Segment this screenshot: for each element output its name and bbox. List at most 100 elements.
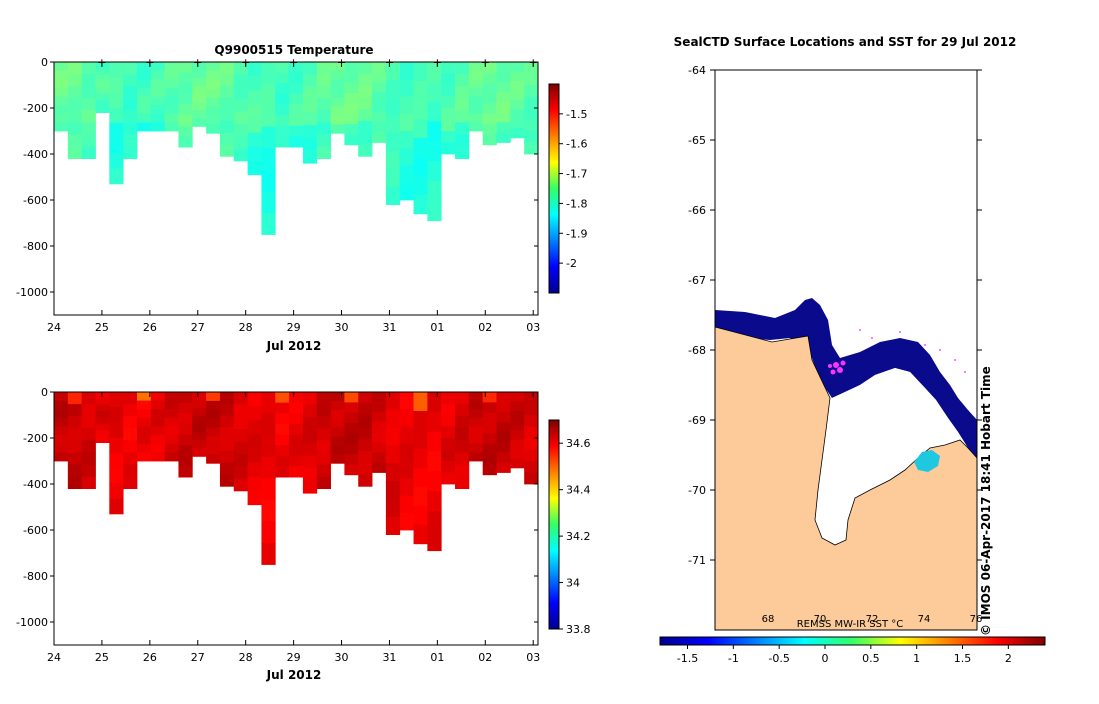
heat-cell — [247, 62, 262, 77]
heat-cell — [206, 62, 221, 72]
heat-cell — [219, 450, 235, 464]
sst-cold-band — [715, 298, 977, 458]
heat-cell — [399, 182, 414, 201]
heat-cell — [385, 463, 401, 482]
heat-cell — [81, 146, 96, 160]
heat-cell — [482, 72, 497, 84]
heat-cell — [496, 402, 511, 413]
heat-cell — [261, 392, 276, 414]
heat-cell — [427, 491, 442, 512]
heat-cell — [67, 134, 83, 147]
heat-cell — [330, 88, 345, 99]
heat-cell — [344, 62, 359, 73]
heat-cell — [67, 110, 83, 123]
heat-cell — [81, 110, 96, 123]
colorbar-tick-label: -1.5 — [566, 108, 587, 121]
heat-cell — [206, 88, 221, 99]
heat-cell — [81, 416, 96, 429]
map-y-tick-label: -70 — [688, 484, 706, 497]
heat-cell — [81, 74, 96, 87]
x-tick-label: 26 — [143, 321, 157, 334]
temperature-xlabel: Jul 2012 — [266, 339, 322, 353]
heat-cell — [150, 400, 166, 410]
heat-cell — [510, 80, 525, 91]
x-tick-label: 24 — [47, 651, 61, 664]
heat-cell — [344, 454, 359, 465]
heat-cell — [123, 74, 138, 87]
heat-cell — [95, 106, 110, 113]
heat-cell — [316, 452, 331, 465]
heat-cell — [164, 62, 179, 72]
heat-cell — [150, 79, 166, 89]
heat-cell — [385, 186, 401, 205]
x-tick-label: 01 — [430, 321, 444, 334]
heat-cell — [316, 146, 331, 160]
heat-cell — [372, 432, 387, 443]
heat-cell — [482, 82, 497, 94]
heat-cell — [316, 476, 331, 489]
heat-cell — [261, 62, 276, 84]
heat-cell — [178, 423, 193, 435]
heat-cell — [123, 476, 138, 489]
heat-cell — [233, 466, 248, 479]
heat-cell — [247, 160, 262, 176]
map-y-ticks: -64 -65 -66 -67 -68 -69 -70 -71 — [688, 64, 982, 567]
heat-cell — [178, 72, 193, 84]
heat-cell — [510, 392, 525, 402]
seal-surface-locations — [828, 360, 846, 375]
scattered-dots — [859, 329, 966, 373]
heat-cell — [330, 400, 345, 411]
heat-cell — [123, 134, 138, 147]
map-lon-label: 68 — [762, 614, 775, 625]
heat-cell — [468, 452, 484, 462]
heat-cell — [289, 62, 304, 74]
heat-cell — [316, 122, 331, 135]
heat-cell — [233, 429, 248, 442]
heat-cell — [219, 462, 235, 475]
sst-cyan-patch — [914, 450, 940, 472]
heat-cell — [261, 191, 276, 214]
heat-cell — [150, 113, 166, 123]
heat-cell — [261, 478, 276, 501]
heat-cell — [81, 122, 96, 135]
heat-cell — [206, 79, 221, 90]
heat-cell — [316, 416, 331, 429]
heat-cell — [81, 392, 96, 405]
heat-cell — [54, 70, 69, 80]
heat-cell — [109, 168, 124, 185]
map-colorbar-label: REMSS MW-IR SST °C — [797, 619, 904, 630]
heat-cell — [289, 104, 304, 116]
heat-cell — [247, 448, 262, 463]
heat-cell — [468, 122, 484, 132]
heat-cell — [192, 432, 207, 441]
heat-cell — [330, 418, 345, 429]
heat-cell — [289, 455, 304, 467]
heat-cell — [468, 79, 484, 89]
heat-cell — [524, 96, 539, 109]
heat-cell — [67, 464, 83, 477]
heat-cell — [275, 466, 290, 478]
x-tick-label: 27 — [191, 321, 205, 334]
map-y-tick-label: -68 — [688, 344, 706, 357]
heat-cell — [206, 409, 221, 420]
heat-cell — [109, 483, 124, 500]
map-colorbar-tick-label: 0 — [822, 652, 829, 665]
heat-cell — [358, 73, 373, 86]
heat-cell — [316, 440, 331, 453]
heat-cell — [164, 96, 179, 106]
colorbar-tick-label: -1.6 — [566, 138, 587, 151]
heat-cell — [344, 124, 359, 135]
y-tick-label: -400 — [23, 478, 48, 491]
heat-cell — [219, 474, 235, 487]
heat-cell — [496, 72, 511, 83]
heat-cell — [482, 433, 497, 445]
heat-cell — [413, 137, 428, 158]
heat-cell — [427, 431, 442, 452]
y-tick-label: -600 — [23, 194, 48, 207]
heat-cell — [441, 426, 456, 439]
heat-cell — [482, 113, 497, 125]
colorbar-tick-label: -1.7 — [566, 168, 587, 181]
x-tick-label: 27 — [191, 651, 205, 664]
heat-cell — [482, 464, 497, 476]
heat-cell — [109, 392, 124, 408]
